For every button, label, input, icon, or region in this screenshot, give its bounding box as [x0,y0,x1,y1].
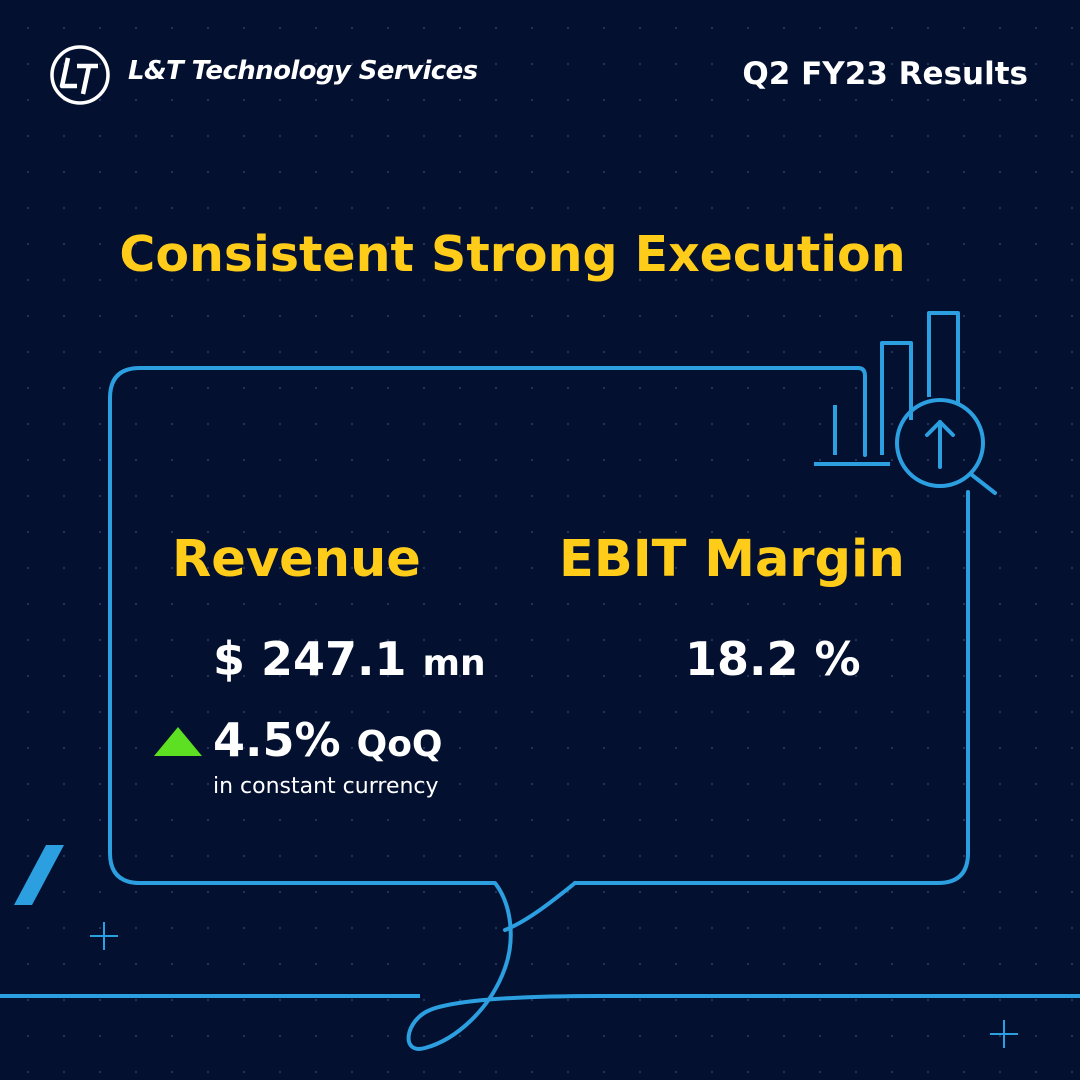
revenue-growth: 4.5% QoQ [213,713,443,767]
bubble-top-bend [856,366,867,457]
revenue-amount: $ 247.1 [213,632,407,686]
plus-sparkle-icon [90,922,118,950]
results-period: Q2 FY23 Results [742,56,1028,92]
headline: Consistent Strong Execution [119,226,906,283]
magnifier-up-arrow-icon [895,398,997,495]
speech-bubble-edge [573,490,970,885]
speech-bubble-outline [108,366,1080,1051]
brand-name: L&T Technology Services [128,56,478,86]
ebit-margin-label: EBIT Margin [559,530,905,589]
revenue-unit: mn [422,643,486,684]
bar-chart-icon [814,311,960,466]
ebit-margin-value: 18.2 % [685,632,861,686]
slash-accent [14,845,64,905]
speech-bubble-tail [503,881,577,932]
growth-note: in constant currency [213,774,439,799]
lt-logo-icon [50,45,110,105]
revenue-value: $ 247.1 mn [213,632,486,686]
revenue-label: Revenue [172,530,421,589]
growth-percent: 4.5% [213,713,341,767]
growth-up-arrow-icon [154,727,202,756]
growth-period: QoQ [356,724,443,765]
plus-sparkle-icon [990,1020,1018,1048]
